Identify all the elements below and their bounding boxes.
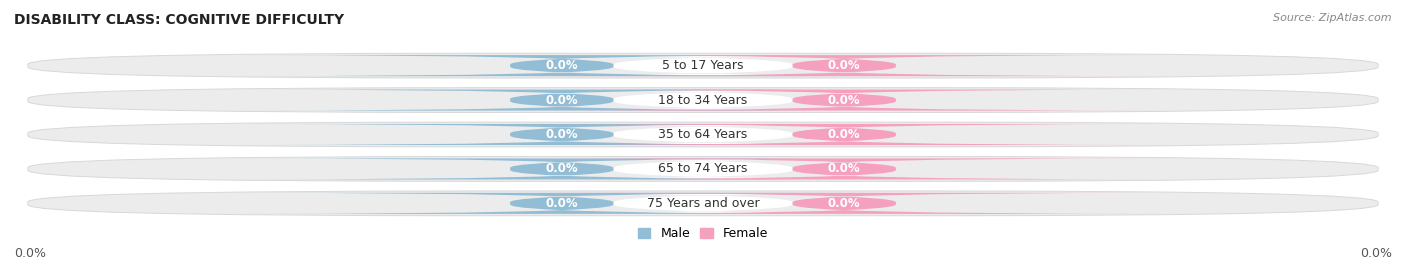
Text: DISABILITY CLASS: COGNITIVE DIFFICULTY: DISABILITY CLASS: COGNITIVE DIFFICULTY (14, 13, 344, 27)
Text: 0.0%: 0.0% (546, 94, 578, 107)
Text: 0.0%: 0.0% (828, 128, 860, 141)
Text: 65 to 74 Years: 65 to 74 Years (658, 162, 748, 175)
Text: 0.0%: 0.0% (546, 128, 578, 141)
Text: 0.0%: 0.0% (546, 162, 578, 175)
FancyBboxPatch shape (519, 193, 1170, 214)
FancyBboxPatch shape (416, 55, 990, 76)
Text: 75 Years and over: 75 Years and over (647, 197, 759, 210)
FancyBboxPatch shape (236, 55, 887, 76)
Text: 0.0%: 0.0% (828, 162, 860, 175)
Text: 0.0%: 0.0% (828, 197, 860, 210)
FancyBboxPatch shape (28, 53, 1378, 78)
Text: 5 to 17 Years: 5 to 17 Years (662, 59, 744, 72)
FancyBboxPatch shape (416, 124, 990, 145)
Text: Source: ZipAtlas.com: Source: ZipAtlas.com (1274, 13, 1392, 23)
FancyBboxPatch shape (236, 124, 887, 145)
Text: 0.0%: 0.0% (1360, 247, 1392, 260)
FancyBboxPatch shape (519, 90, 1170, 111)
FancyBboxPatch shape (28, 122, 1378, 147)
FancyBboxPatch shape (416, 158, 990, 179)
FancyBboxPatch shape (236, 193, 887, 214)
FancyBboxPatch shape (416, 193, 990, 214)
FancyBboxPatch shape (416, 90, 990, 111)
Text: 0.0%: 0.0% (828, 59, 860, 72)
Text: 0.0%: 0.0% (546, 59, 578, 72)
FancyBboxPatch shape (28, 157, 1378, 181)
FancyBboxPatch shape (28, 191, 1378, 216)
FancyBboxPatch shape (519, 124, 1170, 145)
Legend: Male, Female: Male, Female (633, 222, 773, 245)
FancyBboxPatch shape (28, 88, 1378, 112)
Text: 35 to 64 Years: 35 to 64 Years (658, 128, 748, 141)
FancyBboxPatch shape (519, 55, 1170, 76)
FancyBboxPatch shape (519, 158, 1170, 179)
FancyBboxPatch shape (236, 90, 887, 111)
Text: 18 to 34 Years: 18 to 34 Years (658, 94, 748, 107)
Text: 0.0%: 0.0% (14, 247, 46, 260)
Text: 0.0%: 0.0% (546, 197, 578, 210)
FancyBboxPatch shape (236, 158, 887, 179)
Text: 0.0%: 0.0% (828, 94, 860, 107)
